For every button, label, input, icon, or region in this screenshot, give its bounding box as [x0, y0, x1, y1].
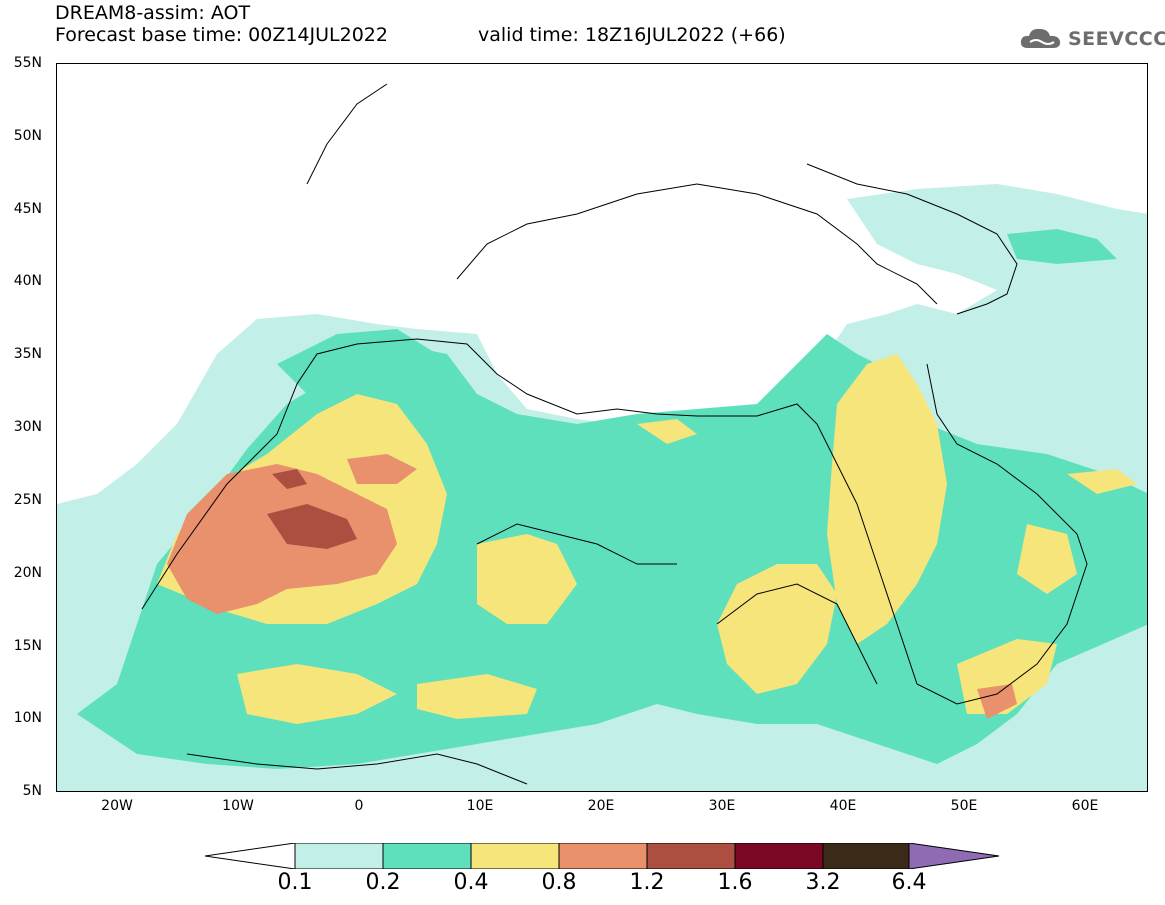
lat-tick: 50N [13, 128, 42, 144]
aot-field [57, 64, 1147, 791]
colorbar-label: 0.1 [277, 870, 313, 895]
lat-tick: 35N [13, 346, 42, 362]
colorbar-label: 0.4 [453, 870, 489, 895]
colorbar [205, 843, 1000, 869]
lon-tick: 10E [466, 798, 494, 814]
aot-map [56, 63, 1148, 792]
valid-time: valid time: 18Z16JUL2022 (+66) [478, 24, 786, 46]
aot-band-1.2 [267, 469, 357, 549]
lon-tick: 50E [950, 798, 978, 814]
lat-tick: 40N [13, 273, 42, 289]
lat-tick: 5N [22, 783, 42, 799]
lat-tick: 55N [13, 55, 42, 71]
lat-tick: 10N [13, 710, 42, 726]
lon-tick: 20W [101, 798, 133, 814]
lon-tick: 10W [222, 798, 254, 814]
cloud-icon [1020, 28, 1061, 48]
colorbar-label: 0.2 [365, 870, 401, 895]
lon-tick: 60E [1071, 798, 1099, 814]
lon-tick: 20E [587, 798, 615, 814]
forecast-base-time: Forecast base time: 00Z14JUL2022 [55, 24, 388, 46]
lon-tick: 30E [708, 798, 736, 814]
aot-band-0.8 [167, 454, 1017, 719]
map-title: DREAM8-assim: AOT [55, 2, 251, 24]
seevccc-logo: SEEVCCC [1018, 24, 1165, 56]
colorbar-label: 0.8 [541, 870, 577, 895]
lon-tick: 0 [354, 798, 364, 814]
lon-tick: 40E [829, 798, 857, 814]
lat-tick: 15N [13, 638, 42, 654]
lat-tick: 25N [13, 492, 42, 508]
lat-tick: 30N [13, 419, 42, 435]
colorbar-label: 1.6 [717, 870, 753, 895]
colorbar-label: 6.4 [891, 870, 927, 895]
coastlines [141, 83, 1088, 785]
logo-text: SEEVCCC [1068, 28, 1165, 50]
colorbar-label: 1.2 [629, 870, 665, 895]
lat-tick: 45N [13, 201, 42, 217]
lat-tick: 20N [13, 565, 42, 581]
colorbar-label: 3.2 [805, 870, 841, 895]
